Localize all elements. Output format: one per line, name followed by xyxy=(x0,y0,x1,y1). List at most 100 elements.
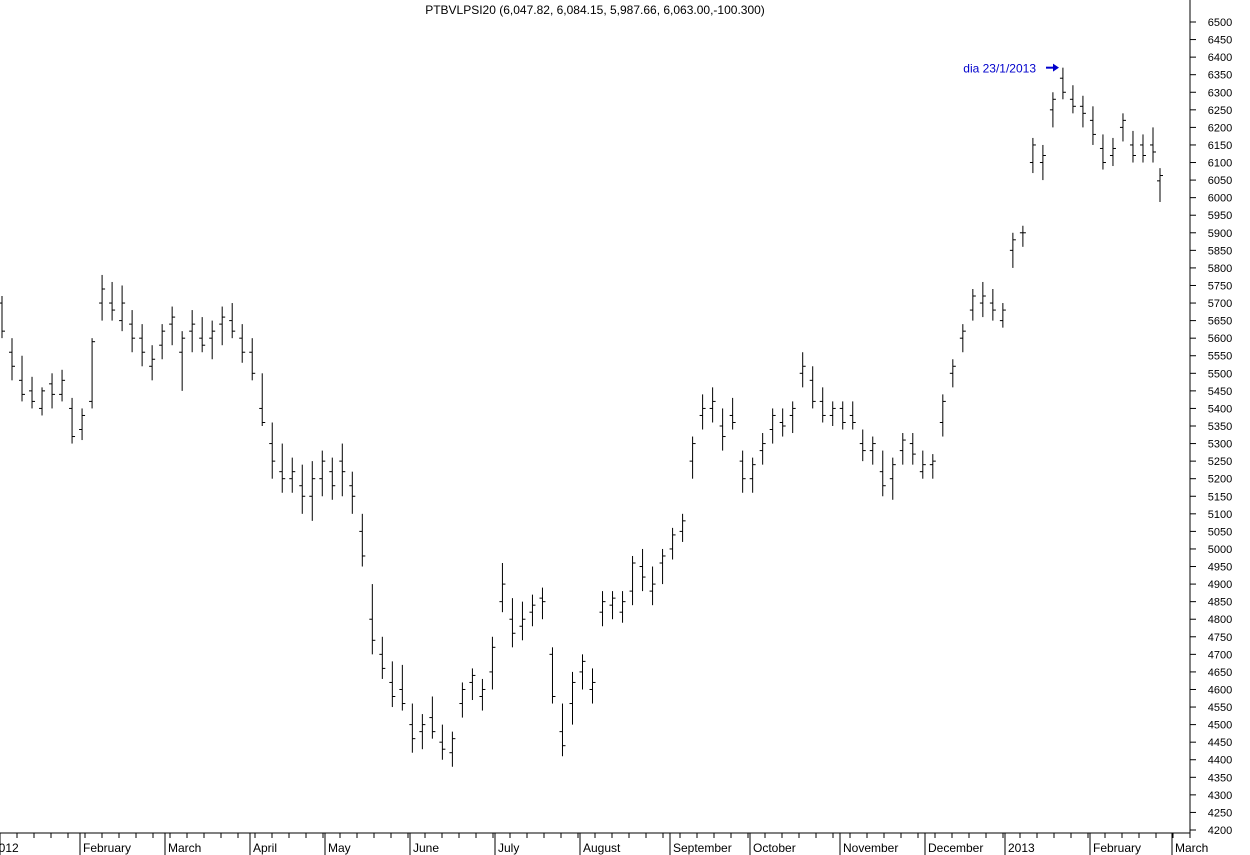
ohlc-bar xyxy=(939,394,946,437)
x-tick-label: October xyxy=(753,841,796,855)
y-tick-label: 5200 xyxy=(1208,474,1232,486)
y-tick-label: 5750 xyxy=(1208,280,1232,292)
ohlc-bar xyxy=(659,548,666,585)
ohlc-bar xyxy=(209,320,216,360)
ohlc-bar xyxy=(509,598,516,648)
ohlc-bar xyxy=(319,450,326,497)
ohlc-bar xyxy=(749,457,756,493)
ohlc-bar xyxy=(739,450,746,493)
y-tick-label: 4650 xyxy=(1208,667,1232,679)
y-tick-label: 5500 xyxy=(1208,368,1232,380)
ohlc-bar xyxy=(1009,232,1016,268)
annotation-group: dia 23/1/2013 xyxy=(963,62,1059,76)
ohlc-bar xyxy=(39,387,46,416)
ohlc-bar xyxy=(779,408,786,437)
ohlc-bar xyxy=(239,324,246,363)
y-tick-label: 5600 xyxy=(1208,333,1232,345)
ohlc-bar xyxy=(79,408,86,441)
ohlc-bar xyxy=(609,591,616,620)
ohlc-bar xyxy=(219,306,226,346)
ohlc-bar xyxy=(499,563,506,613)
ohlc-bar xyxy=(709,387,716,423)
ohlc-bar xyxy=(899,433,906,465)
ohlc-bar xyxy=(109,281,116,321)
y-tick-label: 5250 xyxy=(1208,456,1232,468)
ohlc-bar xyxy=(139,324,146,367)
y-tick-label: 4500 xyxy=(1208,720,1232,732)
ohlc-bar xyxy=(1019,225,1026,247)
ohlc-bar xyxy=(299,464,306,514)
ohlc-bar xyxy=(149,345,156,381)
ohlc-bar xyxy=(979,281,986,318)
ohlc-bar xyxy=(1039,144,1046,181)
ohlc-bar xyxy=(589,668,596,704)
ohlc-bar xyxy=(419,714,426,750)
ohlc-bar xyxy=(989,288,996,321)
ohlc-bar xyxy=(1109,137,1116,167)
x-tick-label: 2012 xyxy=(0,841,19,855)
x-tick-label: June xyxy=(413,841,439,855)
y-tick-label: 4800 xyxy=(1208,614,1232,626)
ohlc-bar xyxy=(889,457,896,500)
y-tick-label: 5550 xyxy=(1208,351,1232,363)
y-tick-label: 5150 xyxy=(1208,491,1232,503)
ohlc-bar xyxy=(869,436,876,465)
x-tick-label: August xyxy=(583,841,621,855)
x-tick-label: December xyxy=(928,841,983,855)
ohlc-bar xyxy=(839,401,846,430)
y-tick-label: 5700 xyxy=(1208,298,1232,310)
ohlc-bar xyxy=(229,303,236,339)
ohlc-bar xyxy=(169,306,176,346)
ohlc-bar xyxy=(59,369,66,402)
ohlc-bar xyxy=(949,359,956,388)
annotation-label: dia 23/1/2013 xyxy=(963,62,1036,76)
x-tick-label: April xyxy=(253,841,277,855)
y-tick-label: 5100 xyxy=(1208,509,1232,521)
ohlc-bar xyxy=(1059,67,1066,100)
y-tick-label: 5850 xyxy=(1208,245,1232,257)
x-tick-label: November xyxy=(843,841,898,855)
ohlc-bar xyxy=(179,331,186,391)
ohlc-bar xyxy=(0,296,5,339)
ohlc-bar xyxy=(1129,130,1136,163)
x-tick-label: March xyxy=(168,841,201,855)
ohlc-bar xyxy=(399,664,406,711)
y-tick-label: 5050 xyxy=(1208,526,1232,538)
ohlc-bar xyxy=(19,355,26,402)
x-tick-label: July xyxy=(498,841,519,855)
y-tick-label: 6150 xyxy=(1208,140,1232,152)
x-tick-label: May xyxy=(328,841,351,855)
ohlc-bar xyxy=(489,636,496,690)
ohlc-bar xyxy=(69,397,76,444)
y-tick-label: 4250 xyxy=(1208,807,1232,819)
ohlc-bar xyxy=(789,401,796,434)
ohlc-bar xyxy=(879,450,886,497)
y-tick-label: 4850 xyxy=(1208,597,1232,609)
ohlc-bar xyxy=(389,661,396,708)
ohlc-bar xyxy=(519,601,526,641)
y-tick-label: 5800 xyxy=(1208,263,1232,275)
ohlc-bar xyxy=(459,682,466,718)
y-tick-label: 6100 xyxy=(1208,158,1232,170)
y-axis-ticks: 4200 4250 4300 4350 4400 4450 4500 4550 4600 4650… xyxy=(1190,17,1232,837)
y-tick-label: 6500 xyxy=(1208,17,1232,29)
ohlc-bar xyxy=(529,594,536,627)
ohlc-bar xyxy=(599,591,606,627)
x-axis-ticks: 2012 February March April May June July August S… xyxy=(0,833,1208,855)
ohlc-bar xyxy=(199,317,206,353)
y-tick-label: 6050 xyxy=(1208,175,1232,187)
y-tick-label: 4450 xyxy=(1208,737,1232,749)
ohlc-bar xyxy=(619,591,626,623)
y-tick-label: 4950 xyxy=(1208,562,1232,574)
ohlc-bar xyxy=(799,352,806,388)
ohlc-bar xyxy=(649,566,656,606)
ohlc-bar xyxy=(929,454,936,479)
ohlc-bar xyxy=(309,461,316,521)
ohlc-bar xyxy=(409,703,416,753)
chart-title: PTBVLPSI20 (6,047.82, 6,084.15, 5,987.66… xyxy=(425,3,765,17)
ohlc-bar xyxy=(1099,134,1106,170)
ohlc-bar xyxy=(999,303,1006,328)
ohlc-bar xyxy=(679,513,686,542)
ohlc-bar xyxy=(859,429,866,462)
